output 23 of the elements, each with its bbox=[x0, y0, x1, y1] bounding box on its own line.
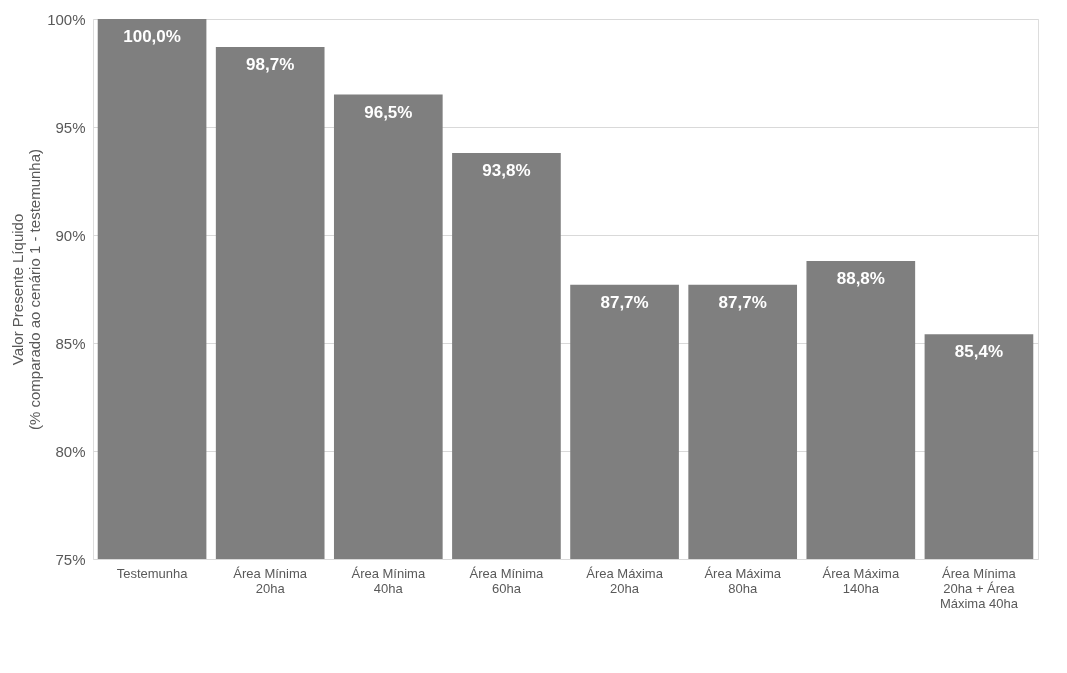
x-tick-label: Área Máxima 140ha bbox=[822, 565, 900, 596]
data-label: 87,7% bbox=[600, 292, 649, 312]
y-tick-label: 90% bbox=[55, 226, 86, 244]
y-axis-title: Valor Presente Líquido (% comparado ao cenário 1 - testemunha) bbox=[9, 149, 44, 430]
x-tick-label: Testemunha bbox=[116, 565, 189, 581]
y-tick-label: 85% bbox=[55, 334, 86, 352]
x-tick-label: Área Mínima 40ha bbox=[351, 565, 426, 596]
x-tick-label: Área Máxima 20ha bbox=[586, 565, 664, 596]
data-label: 87,7% bbox=[718, 292, 767, 312]
y-tick-label: 95% bbox=[55, 118, 86, 136]
x-tick-label: Área Mínima 20ha bbox=[233, 565, 308, 596]
data-label: 98,7% bbox=[246, 55, 295, 75]
data-label: 85,4% bbox=[954, 342, 1004, 362]
x-tick-label: Área Mínima 60ha bbox=[469, 565, 545, 596]
y-tick-label: 80% bbox=[55, 442, 86, 460]
y-tick-label: 75% bbox=[55, 550, 86, 568]
x-tick-label: Área Máxima 80ha bbox=[704, 565, 782, 596]
data-label: 93,8% bbox=[482, 160, 531, 180]
data-label: 100,0% bbox=[123, 27, 181, 46]
data-label: 88,8% bbox=[836, 268, 885, 288]
data-label: 96,5% bbox=[364, 102, 413, 122]
y-tick-label: 100% bbox=[47, 10, 86, 28]
x-tick-label: Área Mínima 20ha + Área Máxima 40ha bbox=[939, 565, 1019, 611]
